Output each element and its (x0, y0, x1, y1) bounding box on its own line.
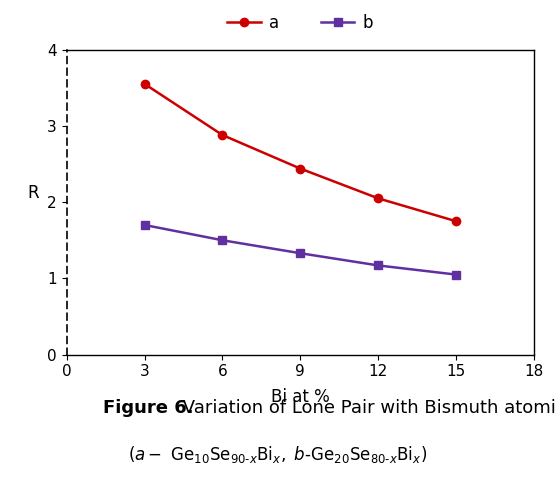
X-axis label: Bi at %: Bi at % (271, 388, 330, 406)
b (219, 237, 226, 243)
Y-axis label: R: R (28, 184, 39, 202)
a (141, 81, 148, 87)
Line: a: a (141, 80, 460, 225)
a (297, 166, 304, 172)
Legend: a, b: a, b (221, 7, 380, 39)
a (375, 195, 381, 201)
b (297, 250, 304, 256)
b (375, 262, 381, 268)
a (219, 132, 226, 138)
Text: Figure 6.: Figure 6. (103, 399, 193, 417)
Text: Variation of Lone Pair with Bismuth atomic %: Variation of Lone Pair with Bismuth atom… (177, 399, 556, 417)
a (453, 218, 459, 224)
Text: $(a-\ \mathrm{Ge}_{10}\mathrm{Se}_{90\text{-}x}\mathrm{Bi}_{x},\ b\text{-}\mathr: $(a-\ \mathrm{Ge}_{10}\mathrm{Se}_{90\te… (128, 444, 428, 465)
Line: b: b (141, 221, 460, 279)
b (141, 222, 148, 228)
b (453, 272, 459, 278)
